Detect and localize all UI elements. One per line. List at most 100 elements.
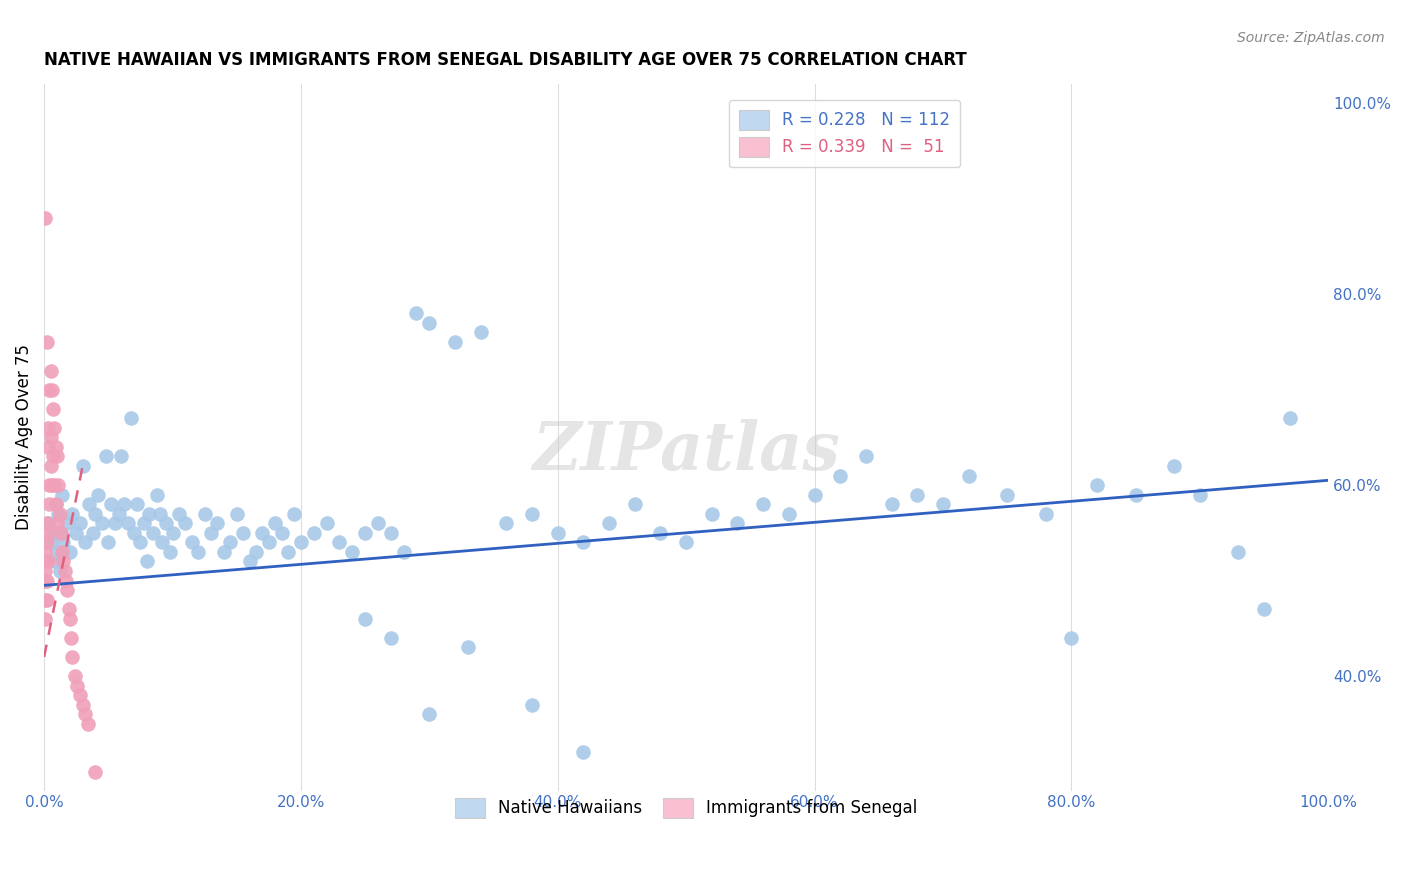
Point bbox=[46, 545, 69, 559]
Point bbox=[418, 707, 440, 722]
Point bbox=[125, 497, 148, 511]
Point bbox=[219, 535, 242, 549]
Point bbox=[35, 516, 58, 531]
Point bbox=[46, 507, 69, 521]
Point bbox=[112, 497, 135, 511]
Point bbox=[38, 478, 60, 492]
Point bbox=[37, 440, 59, 454]
Point bbox=[700, 507, 723, 521]
Y-axis label: Disability Age Over 75: Disability Age Over 75 bbox=[15, 344, 32, 531]
Text: ZIPatlas: ZIPatlas bbox=[533, 419, 839, 484]
Point bbox=[34, 574, 56, 588]
Point bbox=[380, 631, 402, 645]
Point bbox=[129, 535, 152, 549]
Point bbox=[187, 545, 209, 559]
Point bbox=[48, 507, 70, 521]
Point bbox=[35, 554, 58, 568]
Point bbox=[39, 535, 62, 549]
Point bbox=[34, 612, 56, 626]
Point bbox=[232, 525, 254, 540]
Point bbox=[46, 516, 69, 531]
Point bbox=[572, 746, 595, 760]
Point bbox=[100, 497, 122, 511]
Point bbox=[37, 554, 59, 568]
Point bbox=[1278, 411, 1301, 425]
Point bbox=[1188, 488, 1211, 502]
Point bbox=[245, 545, 267, 559]
Point bbox=[855, 450, 877, 464]
Point bbox=[34, 211, 56, 225]
Point bbox=[117, 516, 139, 531]
Point bbox=[1163, 458, 1185, 473]
Point bbox=[167, 507, 190, 521]
Point bbox=[60, 507, 83, 521]
Point bbox=[880, 497, 903, 511]
Point bbox=[520, 507, 543, 521]
Point bbox=[42, 450, 65, 464]
Point bbox=[58, 602, 80, 616]
Point bbox=[752, 497, 775, 511]
Point bbox=[52, 535, 75, 549]
Point bbox=[270, 525, 292, 540]
Point bbox=[104, 516, 127, 531]
Point bbox=[675, 535, 697, 549]
Point bbox=[650, 525, 672, 540]
Point bbox=[194, 507, 217, 521]
Point bbox=[547, 525, 569, 540]
Point bbox=[392, 545, 415, 559]
Point bbox=[38, 497, 60, 511]
Point bbox=[35, 334, 58, 349]
Point bbox=[142, 525, 165, 540]
Point bbox=[56, 516, 79, 531]
Point bbox=[905, 488, 928, 502]
Point bbox=[59, 612, 82, 626]
Point bbox=[405, 306, 427, 320]
Point bbox=[37, 525, 59, 540]
Point bbox=[264, 516, 287, 531]
Point bbox=[84, 507, 107, 521]
Text: NATIVE HAWAIIAN VS IMMIGRANTS FROM SENEGAL DISABILITY AGE OVER 75 CORRELATION CH: NATIVE HAWAIIAN VS IMMIGRANTS FROM SENEG… bbox=[44, 51, 967, 69]
Point bbox=[380, 525, 402, 540]
Point bbox=[830, 468, 852, 483]
Point bbox=[207, 516, 229, 531]
Point bbox=[995, 488, 1018, 502]
Point bbox=[75, 535, 97, 549]
Point bbox=[367, 516, 389, 531]
Point bbox=[1227, 545, 1250, 559]
Point bbox=[48, 564, 70, 578]
Point bbox=[38, 383, 60, 397]
Legend: Native Hawaiians, Immigrants from Senegal: Native Hawaiians, Immigrants from Senega… bbox=[449, 791, 924, 825]
Point bbox=[69, 516, 91, 531]
Point bbox=[37, 421, 59, 435]
Point bbox=[65, 525, 87, 540]
Point bbox=[37, 516, 59, 531]
Point bbox=[82, 525, 104, 540]
Point bbox=[63, 669, 86, 683]
Point bbox=[60, 649, 83, 664]
Point bbox=[302, 525, 325, 540]
Point bbox=[342, 545, 364, 559]
Point bbox=[42, 525, 65, 540]
Point bbox=[155, 516, 177, 531]
Point bbox=[51, 488, 73, 502]
Point bbox=[51, 545, 73, 559]
Point bbox=[457, 640, 479, 655]
Point bbox=[1085, 478, 1108, 492]
Point bbox=[44, 554, 66, 568]
Point bbox=[135, 554, 157, 568]
Point bbox=[52, 554, 75, 568]
Point bbox=[957, 468, 980, 483]
Point bbox=[122, 525, 145, 540]
Point bbox=[315, 516, 337, 531]
Point bbox=[56, 583, 79, 598]
Point bbox=[257, 535, 280, 549]
Point bbox=[39, 458, 62, 473]
Point bbox=[520, 698, 543, 712]
Point bbox=[354, 525, 377, 540]
Point bbox=[134, 516, 156, 531]
Point bbox=[727, 516, 749, 531]
Point bbox=[35, 574, 58, 588]
Point bbox=[470, 326, 492, 340]
Point bbox=[42, 401, 65, 416]
Point bbox=[46, 450, 69, 464]
